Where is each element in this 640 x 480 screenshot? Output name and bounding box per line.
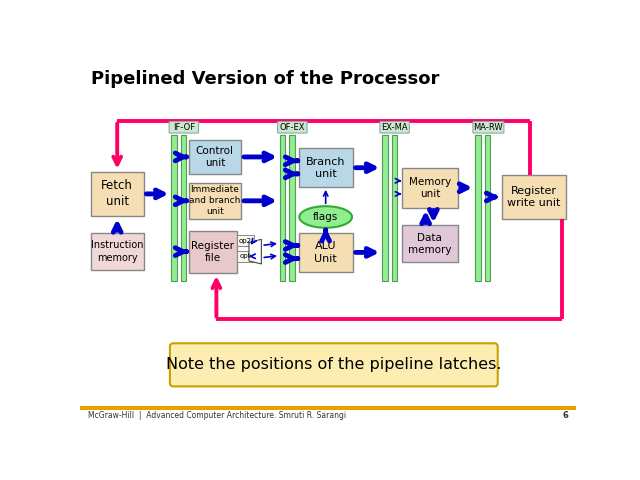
Bar [382,134,388,281]
Text: EX-MA: EX-MA [381,123,408,132]
FancyBboxPatch shape [278,121,307,133]
Bar [91,171,143,216]
Bar [91,233,143,270]
Text: IF-OF: IF-OF [173,123,195,132]
Text: op2: op2 [239,238,252,244]
Bar [484,134,490,281]
Bar [189,183,241,218]
Bar [180,134,186,281]
Bar [298,233,353,272]
Bar [237,236,253,246]
Bar [189,231,237,273]
Text: MA-RW: MA-RW [474,123,503,132]
Bar [237,251,253,262]
Text: McGraw-Hill  |  Advanced Computer Architecture. Smruti R. Sarangi: McGraw-Hill | Advanced Computer Architec… [88,411,346,420]
Text: Instruction
memory: Instruction memory [91,240,143,263]
FancyBboxPatch shape [169,121,198,133]
Bar [502,175,566,219]
Bar [402,226,458,263]
FancyBboxPatch shape [170,343,498,386]
Bar [289,134,294,281]
Text: flags: flags [313,212,339,222]
Text: Register
write unit: Register write unit [508,186,561,208]
Text: Immediate
and branch
unit: Immediate and branch unit [189,185,241,216]
Bar [392,134,397,281]
Bar [172,134,177,281]
Text: 6: 6 [563,411,568,420]
Text: OF-EX: OF-EX [280,123,305,132]
Text: Branch
unit: Branch unit [306,156,346,179]
Text: Control
unit: Control unit [196,146,234,168]
Ellipse shape [300,206,352,228]
Text: Memory
unit: Memory unit [409,177,451,199]
Bar [80,407,576,410]
FancyBboxPatch shape [473,121,504,133]
Polygon shape [249,240,261,264]
Text: Note the positions of the pipeline latches.: Note the positions of the pipeline latch… [166,357,502,372]
Text: Pipelined Version of the Processor: Pipelined Version of the Processor [91,70,439,88]
Text: Data
memory: Data memory [408,233,452,255]
Text: ALU
Unit: ALU Unit [314,241,337,264]
Bar [280,134,285,281]
Bar [189,140,241,174]
Text: opt: opt [239,253,251,259]
Bar [402,168,458,208]
Text: Fetch
unit: Fetch unit [101,180,133,208]
FancyBboxPatch shape [380,121,410,133]
Bar [476,134,481,281]
Bar [298,148,353,187]
Text: Register
file: Register file [191,241,234,263]
